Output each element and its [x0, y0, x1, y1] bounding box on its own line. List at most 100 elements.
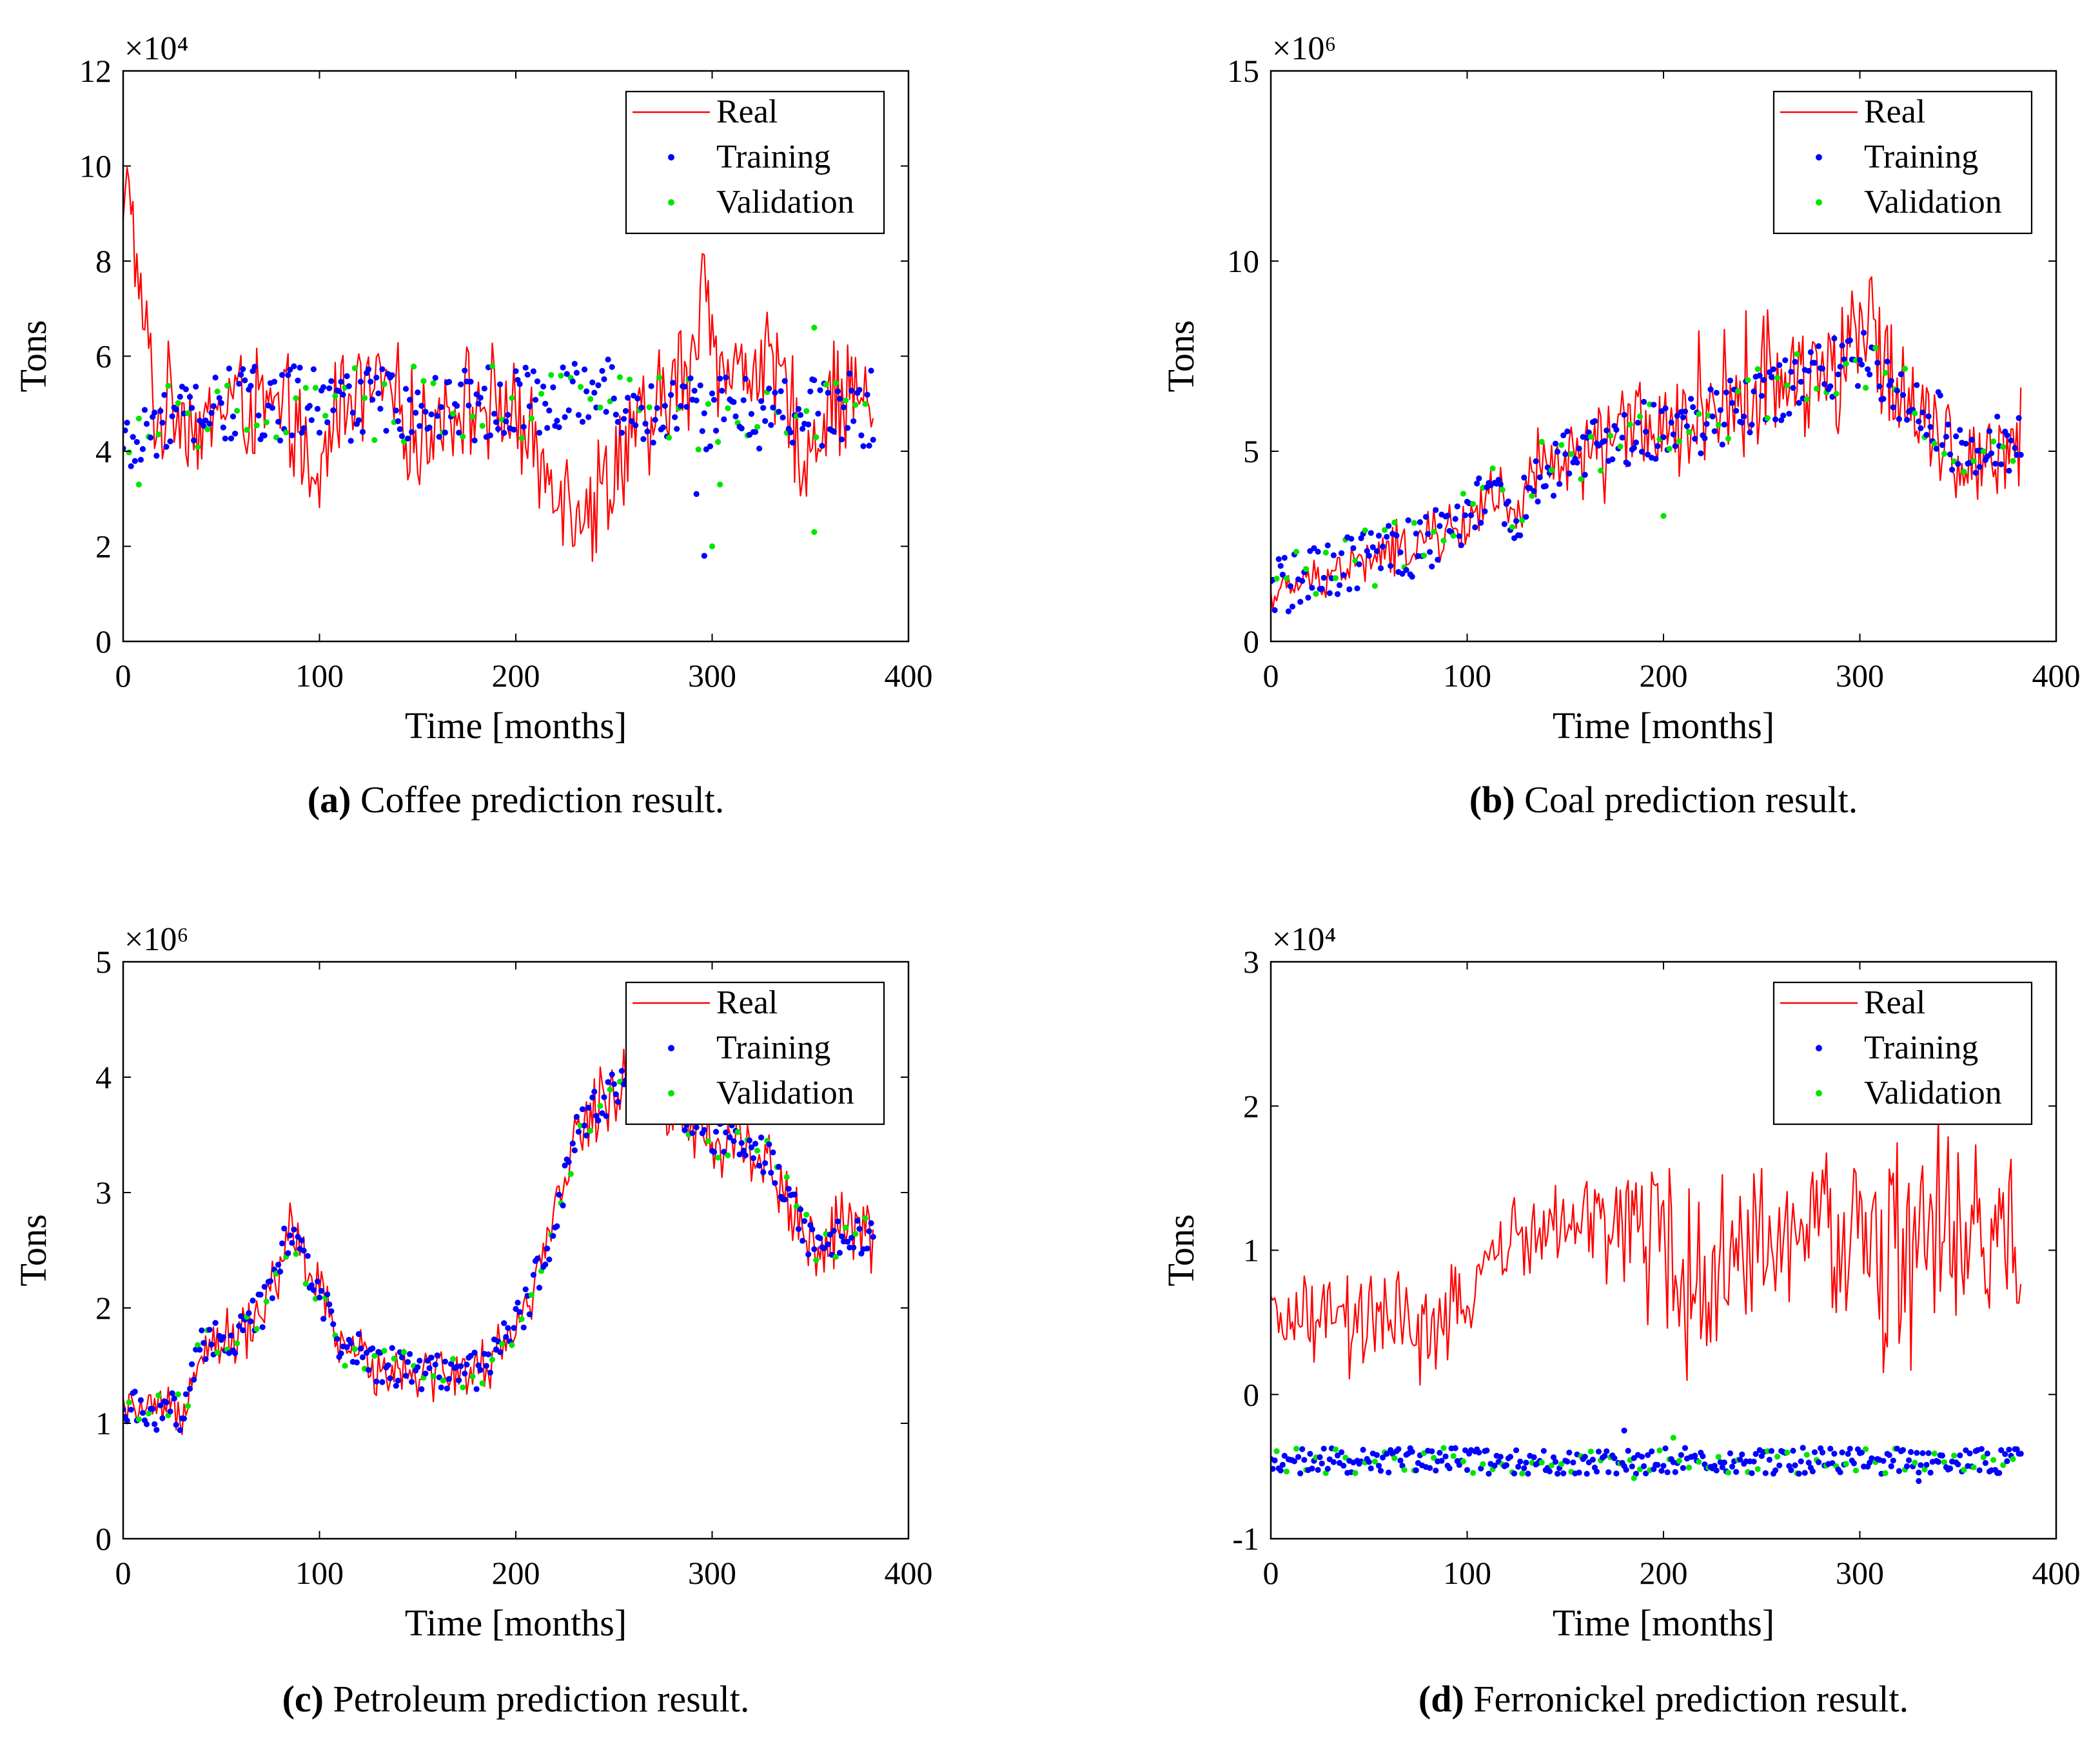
training-point — [1733, 1468, 1740, 1475]
training-point — [1796, 1470, 1802, 1477]
training-point — [1377, 1468, 1384, 1474]
training-point — [618, 1067, 625, 1074]
training-point — [1888, 378, 1894, 384]
training-point — [1994, 413, 2001, 420]
training-point — [1923, 1461, 1930, 1468]
training-point — [1495, 476, 1502, 483]
training-point — [1682, 1445, 1689, 1451]
validation-point — [1411, 520, 1417, 526]
validation-point — [322, 413, 329, 419]
validation-point — [1941, 1459, 1947, 1465]
training-point — [1660, 434, 1667, 440]
training-point — [569, 378, 576, 385]
training-point — [642, 420, 649, 427]
training-point — [1521, 474, 1527, 481]
training-point — [1497, 1454, 1504, 1460]
training-point — [1739, 1451, 1745, 1457]
training-point — [613, 1091, 619, 1098]
training-point — [389, 372, 395, 378]
training-point — [1967, 1450, 1973, 1457]
training-point — [1395, 1446, 1402, 1452]
training-point — [870, 436, 876, 443]
real-series-line — [1271, 276, 2022, 610]
training-point — [584, 388, 590, 395]
y-tick-label: 15 — [1227, 53, 1259, 89]
training-point — [1758, 393, 1765, 399]
training-point — [1375, 532, 1382, 539]
validation-point — [509, 395, 515, 402]
training-point — [731, 399, 737, 405]
training-point — [1442, 1453, 1449, 1459]
training-point — [182, 386, 189, 393]
training-point — [625, 395, 631, 401]
training-point — [246, 1310, 252, 1316]
training-point — [1827, 383, 1834, 389]
x-tick-label: 200 — [1640, 658, 1688, 694]
validation-point — [1686, 1465, 1693, 1471]
training-point — [150, 1406, 156, 1412]
training-point — [1988, 450, 1995, 456]
training-point — [189, 1361, 195, 1367]
training-point — [462, 367, 468, 374]
training-point — [415, 389, 421, 396]
training-point — [721, 416, 727, 423]
validation-point — [1686, 429, 1693, 435]
training-point — [1953, 433, 1959, 440]
training-point — [1984, 1450, 1990, 1457]
training-point — [1299, 1446, 1306, 1452]
validation-point — [548, 372, 554, 378]
training-point — [807, 388, 814, 395]
training-point — [1643, 1470, 1649, 1477]
training-point — [501, 430, 507, 436]
training-point — [444, 1385, 451, 1392]
training-point — [191, 437, 197, 444]
training-point — [1831, 1450, 1838, 1457]
training-point — [1297, 1470, 1304, 1477]
validation-point — [195, 444, 201, 450]
validation-point — [1921, 1466, 1928, 1473]
training-point — [801, 1218, 808, 1224]
training-point — [1957, 427, 1963, 433]
caption-text: Petroleum prediction result. — [324, 1678, 749, 1720]
training-point — [756, 1162, 763, 1169]
legend-label-training: Training — [1864, 1029, 1978, 1066]
training-point — [387, 1375, 393, 1381]
training-point — [277, 1269, 284, 1275]
training-point — [1711, 428, 1718, 434]
training-point — [1925, 1450, 1932, 1456]
training-point — [393, 1383, 399, 1389]
training-point — [1566, 1449, 1573, 1456]
training-point — [1653, 456, 1659, 462]
training-point — [797, 1206, 804, 1213]
training-point — [1692, 436, 1698, 442]
training-point — [348, 1340, 354, 1347]
validation-point — [1598, 467, 1604, 474]
validation-point — [823, 382, 829, 388]
training-point — [320, 384, 327, 391]
training-point — [781, 1196, 788, 1203]
validation-point — [175, 400, 181, 406]
training-point — [1621, 411, 1627, 418]
training-point — [1729, 1463, 1736, 1470]
training-point — [316, 1294, 323, 1301]
training-point — [785, 1185, 792, 1192]
validation-point — [1440, 538, 1447, 544]
validation-point — [1715, 422, 1722, 428]
validation-point — [489, 363, 496, 369]
validation-point — [1794, 351, 1800, 357]
y-tick-label: 12 — [79, 53, 112, 89]
training-point — [660, 424, 666, 431]
training-point — [409, 429, 415, 435]
training-point — [719, 387, 725, 394]
training-point — [1805, 367, 1812, 375]
validation-point — [862, 401, 868, 407]
validation-point — [528, 415, 535, 422]
training-point — [216, 395, 222, 402]
training-point — [668, 392, 674, 398]
training-point — [250, 1298, 256, 1304]
training-point — [1674, 413, 1680, 419]
training-point — [1386, 1469, 1392, 1476]
validation-point — [1990, 438, 1997, 445]
training-point — [1576, 445, 1582, 452]
